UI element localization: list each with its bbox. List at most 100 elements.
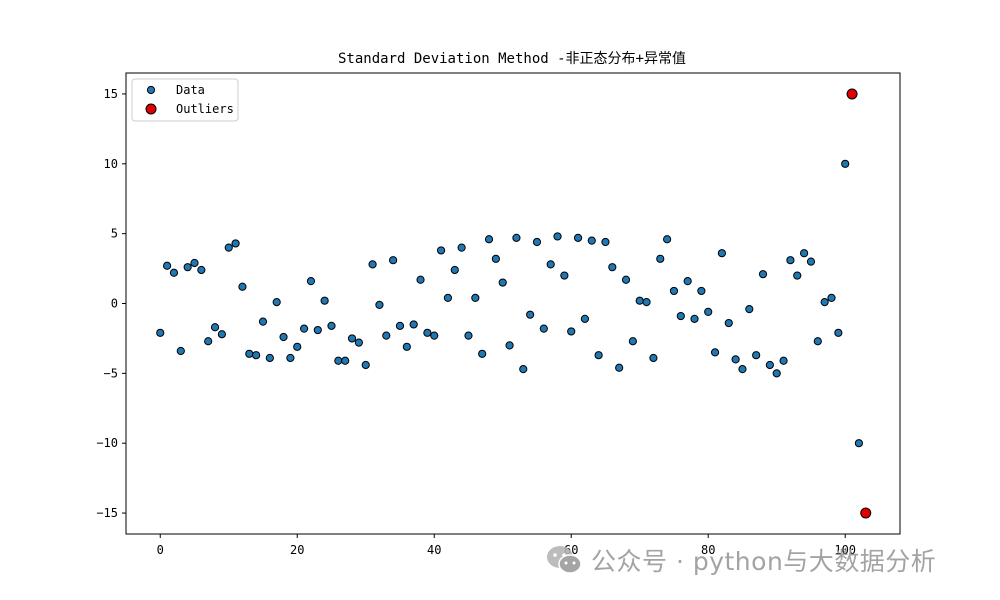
data-point-47	[478, 349, 487, 358]
data-point-89	[765, 360, 774, 370]
data-point-11	[231, 239, 240, 248]
data-point-18	[279, 332, 288, 342]
x-tick-label: 0	[157, 543, 164, 557]
data-point-59	[560, 271, 569, 280]
data-point-74	[663, 235, 672, 244]
y-tick-label: 0	[111, 297, 118, 311]
data-point-70	[635, 296, 644, 305]
legend-box	[131, 78, 239, 122]
data-point-43	[450, 265, 459, 275]
data-point-4	[183, 263, 192, 272]
data-point-61	[573, 233, 583, 242]
data-point-44	[457, 243, 466, 252]
plot-frame	[125, 72, 901, 535]
data-point-16	[265, 353, 274, 363]
data-point-75	[669, 286, 679, 296]
y-tick-label: 10	[104, 157, 118, 171]
data-point-98	[827, 293, 836, 303]
data-point-92	[786, 256, 795, 265]
data-point-54	[526, 310, 535, 319]
data-point-55	[532, 237, 542, 247]
data-point-20	[293, 342, 302, 351]
data-point-87	[752, 351, 761, 360]
data-point-23	[313, 325, 322, 335]
legend-marker-data	[146, 85, 156, 95]
data-point-72	[649, 353, 658, 363]
data-point-82	[717, 249, 727, 258]
data-point-5	[190, 258, 199, 268]
data-point-2	[169, 268, 179, 277]
data-point-9	[217, 330, 226, 339]
data-point-45	[464, 331, 473, 340]
outlier-point-0	[846, 88, 858, 100]
data-point-35	[395, 321, 405, 330]
data-point-76	[676, 311, 685, 321]
data-point-19	[286, 353, 295, 363]
chart-title: Standard Deviation Method -非正态分布+异常值	[338, 51, 686, 67]
data-point-65	[601, 237, 610, 247]
data-point-52	[512, 233, 521, 242]
data-point-69	[628, 337, 637, 346]
data-point-29	[354, 338, 363, 347]
data-point-30	[361, 360, 370, 370]
data-point-99	[834, 328, 843, 337]
data-point-101	[854, 439, 864, 448]
data-point-50	[498, 278, 507, 287]
data-point-38	[416, 275, 425, 284]
data-point-8	[210, 323, 220, 332]
data-point-71	[642, 298, 651, 307]
data-point-32	[375, 300, 384, 309]
data-point-96	[813, 337, 822, 346]
data-point-28	[347, 334, 357, 343]
x-tick-label: 80	[701, 543, 715, 557]
data-point-27	[341, 356, 350, 365]
data-point-12	[238, 282, 247, 291]
data-point-36	[402, 342, 411, 351]
data-point-17	[272, 298, 281, 307]
outlier-point-1	[860, 507, 872, 519]
legend-label-outliers: Outliers	[176, 102, 234, 116]
points-layer	[156, 88, 872, 519]
data-point-73	[656, 254, 665, 263]
y-tick-label: 5	[111, 227, 118, 241]
y-tick-label: −15	[96, 506, 118, 520]
data-point-13	[245, 349, 254, 358]
data-point-77	[683, 277, 692, 286]
watermark: 公众号 · python与大数据分析	[545, 541, 936, 579]
data-point-25	[327, 321, 336, 330]
y-tick-label: −5	[104, 366, 118, 380]
legend: Data Outliers	[131, 78, 239, 122]
data-point-26	[334, 356, 343, 365]
data-point-3	[176, 346, 185, 356]
data-point-100	[841, 159, 850, 168]
watermark-text: 公众号 · python与大数据分析	[591, 547, 937, 576]
data-point-80	[704, 307, 713, 316]
data-point-15	[258, 317, 268, 326]
data-point-88	[758, 270, 768, 279]
data-point-49	[491, 254, 500, 263]
data-point-63	[587, 236, 596, 245]
data-point-14	[252, 351, 261, 360]
x-tick-label: 40	[427, 543, 441, 557]
data-point-79	[697, 286, 706, 296]
data-point-31	[368, 260, 377, 269]
data-point-40	[430, 331, 439, 340]
data-point-78	[690, 314, 699, 323]
data-point-83	[724, 318, 733, 328]
data-point-67	[615, 363, 624, 372]
data-point-48	[484, 235, 494, 244]
y-tick-label: 15	[104, 87, 118, 101]
data-point-10	[224, 243, 233, 252]
data-point-97	[820, 298, 829, 307]
data-point-93	[793, 271, 802, 280]
data-point-86	[745, 304, 754, 314]
x-axis: 0 20 40 60 80 100	[157, 534, 856, 557]
data-point-1	[162, 261, 172, 270]
data-point-62	[580, 314, 590, 323]
data-point-68	[621, 275, 631, 284]
data-point-53	[519, 365, 528, 374]
data-point-42	[443, 293, 453, 303]
data-point-57	[546, 260, 555, 269]
legend-marker-outliers	[145, 103, 157, 115]
